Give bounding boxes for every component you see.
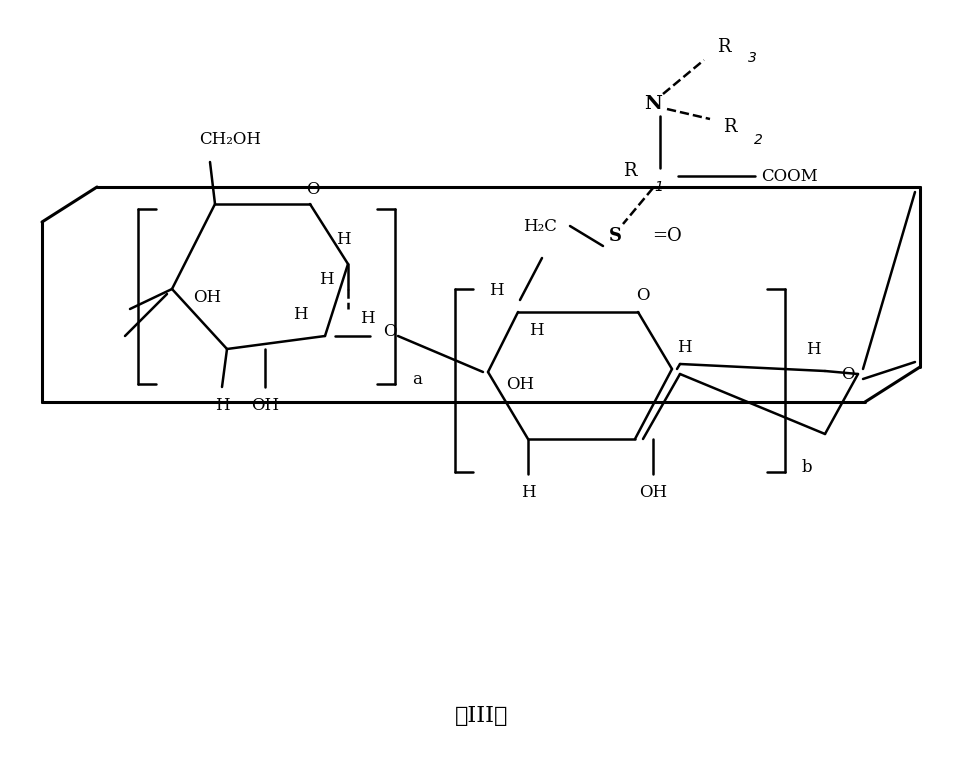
Text: 3: 3 <box>748 51 757 65</box>
Text: OH: OH <box>193 289 221 306</box>
Text: H: H <box>806 341 820 358</box>
Text: 1: 1 <box>654 180 663 194</box>
Text: b: b <box>802 458 813 475</box>
Text: CH₂OH: CH₂OH <box>199 131 261 147</box>
Text: H: H <box>529 322 543 338</box>
Text: O: O <box>636 286 649 303</box>
Text: H: H <box>488 281 504 299</box>
Text: R: R <box>723 118 736 136</box>
Text: H₂C: H₂C <box>523 218 557 235</box>
Text: H: H <box>676 338 691 355</box>
Text: a: a <box>412 371 422 387</box>
Text: =O: =O <box>652 227 682 245</box>
Text: OH: OH <box>506 375 534 393</box>
Text: 2: 2 <box>754 133 763 147</box>
Text: COOM: COOM <box>761 167 818 184</box>
Text: N: N <box>644 95 662 113</box>
Text: H: H <box>214 397 230 415</box>
Text: S: S <box>609 227 621 245</box>
Text: H: H <box>318 270 333 287</box>
Text: （III）: （III） <box>455 705 509 727</box>
Text: OH: OH <box>251 397 279 415</box>
Text: O: O <box>383 322 397 339</box>
Text: H: H <box>521 484 536 500</box>
Text: H: H <box>292 306 307 322</box>
Text: OH: OH <box>639 484 667 500</box>
Text: H: H <box>336 231 350 248</box>
Text: R: R <box>623 162 637 180</box>
Text: O: O <box>841 365 855 383</box>
Text: H: H <box>360 309 374 326</box>
Text: O: O <box>306 180 319 198</box>
Text: R: R <box>717 38 731 56</box>
